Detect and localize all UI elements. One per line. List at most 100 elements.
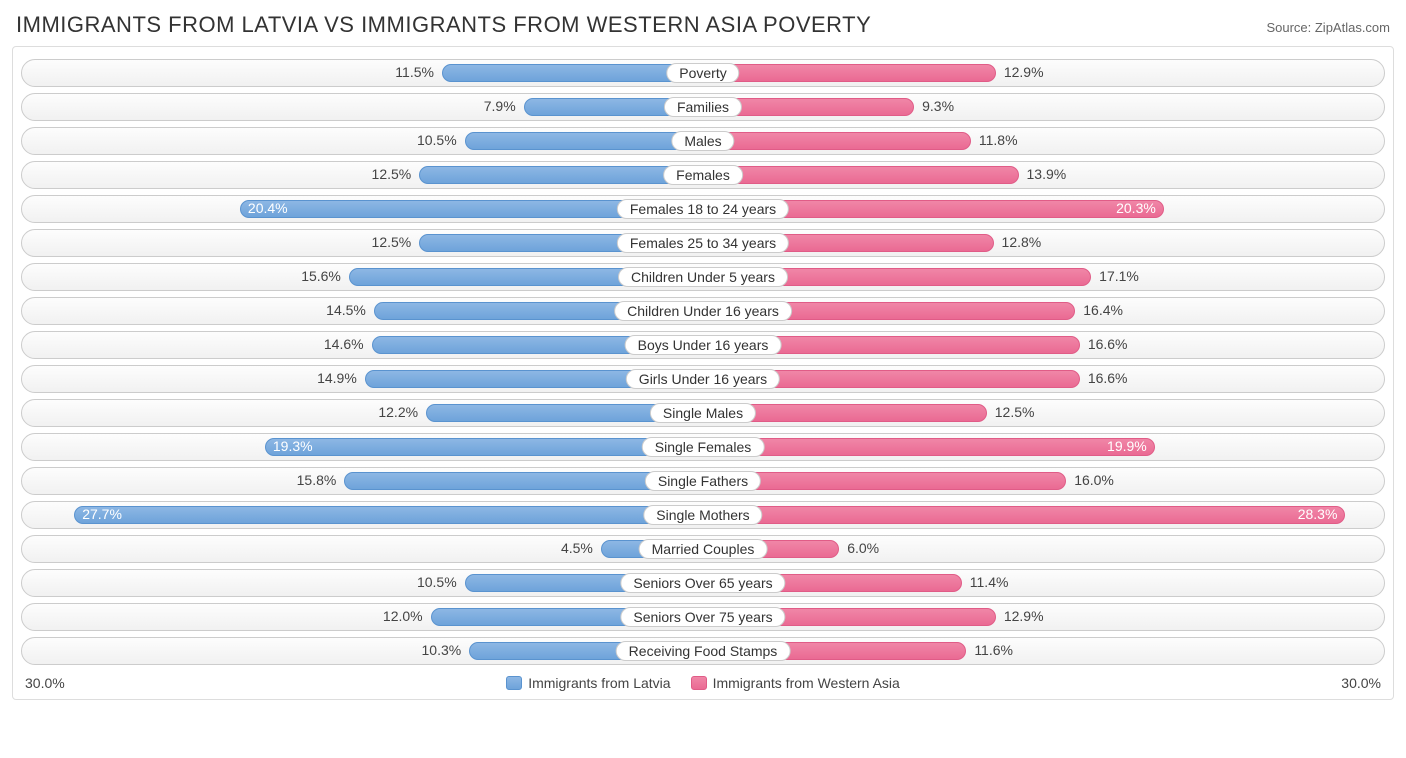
bar-half-right: 17.1% (703, 264, 1384, 290)
value-left: 15.6% (301, 268, 341, 284)
value-left: 10.3% (422, 642, 462, 658)
bar-row: 19.3% 19.9% Single Females (21, 433, 1385, 461)
bar-half-right: 16.6% (703, 332, 1384, 358)
bar-half-right: 11.6% (703, 638, 1384, 664)
value-left: 27.7% (82, 506, 122, 522)
bar-row: 10.3% 11.6% Receiving Food Stamps (21, 637, 1385, 665)
category-label: Receiving Food Stamps (616, 641, 791, 661)
bar-half-left: 12.5% (22, 162, 703, 188)
value-left: 4.5% (561, 540, 593, 556)
category-label: Single Fathers (645, 471, 761, 491)
value-left: 20.4% (248, 200, 288, 216)
bar-half-right: 12.8% (703, 230, 1384, 256)
bar-row: 14.5% 16.4% Children Under 16 years (21, 297, 1385, 325)
value-right: 20.3% (1116, 200, 1156, 216)
value-left: 19.3% (273, 438, 313, 454)
bar-right (703, 506, 1345, 524)
value-left: 12.5% (372, 234, 412, 250)
bar-half-left: 10.5% (22, 128, 703, 154)
legend: Immigrants from Latvia Immigrants from W… (506, 675, 900, 691)
bar-half-left: 15.6% (22, 264, 703, 290)
bar-half-left: 10.5% (22, 570, 703, 596)
category-label: Boys Under 16 years (625, 335, 782, 355)
bar-half-left: 4.5% (22, 536, 703, 562)
legend-item-left: Immigrants from Latvia (506, 675, 670, 691)
bar-half-left: 12.2% (22, 400, 703, 426)
bar-half-left: 14.9% (22, 366, 703, 392)
value-right: 16.6% (1088, 370, 1128, 386)
bar-row: 20.4% 20.3% Females 18 to 24 years (21, 195, 1385, 223)
category-label: Females 18 to 24 years (617, 199, 789, 219)
bar-right (703, 132, 971, 150)
legend-label-right: Immigrants from Western Asia (713, 675, 900, 691)
bar-row: 27.7% 28.3% Single Mothers (21, 501, 1385, 529)
category-label: Children Under 16 years (614, 301, 792, 321)
category-label: Seniors Over 75 years (620, 607, 785, 627)
bar-row: 14.6% 16.6% Boys Under 16 years (21, 331, 1385, 359)
bar-row: 10.5% 11.8% Males (21, 127, 1385, 155)
value-right: 28.3% (1298, 506, 1338, 522)
value-right: 16.0% (1074, 472, 1114, 488)
bar-half-right: 12.9% (703, 60, 1384, 86)
legend-swatch-pink (691, 676, 707, 690)
bar-left (419, 166, 703, 184)
category-label: Single Females (642, 437, 765, 457)
value-left: 10.5% (417, 132, 457, 148)
value-right: 19.9% (1107, 438, 1147, 454)
bar-half-left: 12.0% (22, 604, 703, 630)
chart-source: Source: ZipAtlas.com (1266, 20, 1390, 35)
value-right: 17.1% (1099, 268, 1139, 284)
value-right: 11.4% (970, 574, 1009, 590)
bar-half-right: 20.3% (703, 196, 1384, 222)
bar-row: 4.5% 6.0% Married Couples (21, 535, 1385, 563)
bar-half-right: 12.5% (703, 400, 1384, 426)
bar-row: 15.6% 17.1% Children Under 5 years (21, 263, 1385, 291)
bar-half-right: 16.6% (703, 366, 1384, 392)
value-left: 12.0% (383, 608, 423, 624)
bar-row: 10.5% 11.4% Seniors Over 65 years (21, 569, 1385, 597)
legend-item-right: Immigrants from Western Asia (691, 675, 900, 691)
category-label: Single Mothers (643, 505, 762, 525)
category-label: Girls Under 16 years (626, 369, 780, 389)
diverging-bar-chart: 11.5% 12.9% Poverty 7.9% 9.3% Families 1… (12, 46, 1394, 700)
category-label: Families (664, 97, 742, 117)
bar-row: 12.5% 13.9% Females (21, 161, 1385, 189)
value-right: 12.9% (1004, 608, 1044, 624)
bar-left (265, 438, 703, 456)
bar-half-left: 20.4% (22, 196, 703, 222)
legend-label-left: Immigrants from Latvia (528, 675, 670, 691)
bar-left (442, 64, 703, 82)
value-left: 11.5% (395, 64, 434, 80)
axis-max-left: 30.0% (25, 675, 65, 691)
bar-half-right: 19.9% (703, 434, 1384, 460)
source-prefix: Source: (1266, 20, 1314, 35)
bar-half-right: 12.9% (703, 604, 1384, 630)
value-left: 12.2% (378, 404, 418, 420)
value-left: 12.5% (372, 166, 412, 182)
bar-half-left: 14.5% (22, 298, 703, 324)
bar-half-right: 13.9% (703, 162, 1384, 188)
category-label: Females (663, 165, 743, 185)
value-left: 14.5% (326, 302, 366, 318)
chart-title: IMMIGRANTS FROM LATVIA VS IMMIGRANTS FRO… (16, 12, 871, 38)
bar-left (465, 132, 703, 150)
bar-right (703, 64, 996, 82)
bar-half-left: 19.3% (22, 434, 703, 460)
chart-footer: 30.0% Immigrants from Latvia Immigrants … (21, 671, 1385, 691)
bar-row: 15.8% 16.0% Single Fathers (21, 467, 1385, 495)
value-right: 12.9% (1004, 64, 1044, 80)
bar-right (703, 438, 1155, 456)
value-left: 15.8% (297, 472, 337, 488)
bar-row: 11.5% 12.9% Poverty (21, 59, 1385, 87)
value-right: 6.0% (847, 540, 879, 556)
bar-half-right: 9.3% (703, 94, 1384, 120)
value-right: 11.6% (974, 642, 1013, 658)
bar-row: 12.2% 12.5% Single Males (21, 399, 1385, 427)
bar-half-left: 11.5% (22, 60, 703, 86)
bar-row: 12.5% 12.8% Females 25 to 34 years (21, 229, 1385, 257)
bar-half-left: 7.9% (22, 94, 703, 120)
category-label: Children Under 5 years (618, 267, 788, 287)
source-name: ZipAtlas.com (1315, 20, 1390, 35)
value-right: 9.3% (922, 98, 954, 114)
value-left: 14.6% (324, 336, 364, 352)
